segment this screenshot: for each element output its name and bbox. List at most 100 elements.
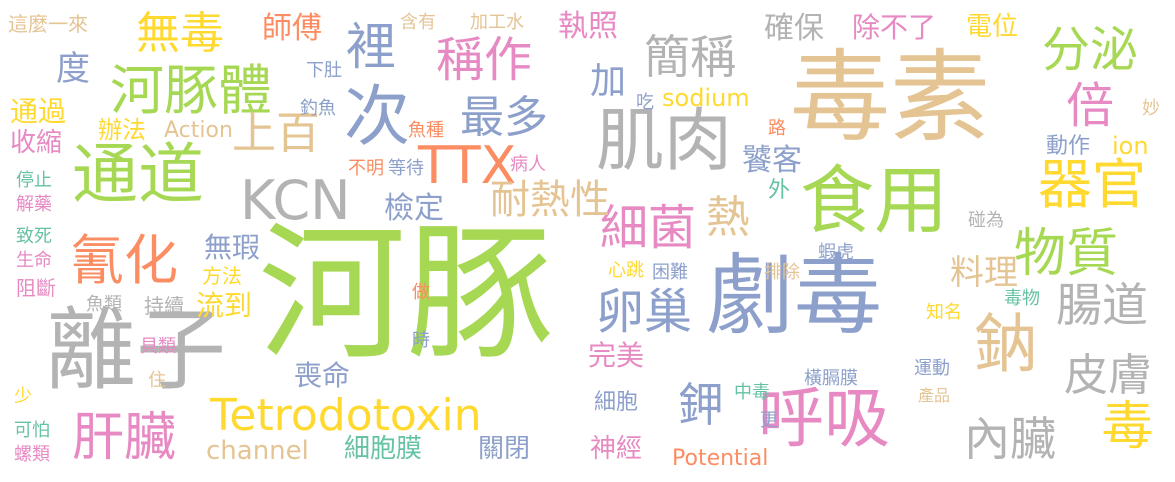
word-喪命: 喪命: [294, 359, 351, 392]
word-上百: 上百: [232, 108, 320, 159]
word-辦法: 辦法: [98, 116, 146, 144]
word-外: 外: [768, 178, 791, 203]
word-知名: 知名: [926, 302, 962, 323]
word-等待: 等待: [388, 158, 424, 179]
word-螺類: 螺類: [14, 444, 50, 465]
word-channel: channel: [206, 436, 309, 466]
word-TTX: TTX: [418, 136, 517, 196]
word-下肚: 下肚: [306, 60, 342, 81]
word-執照: 執照: [558, 9, 618, 44]
word-路: 路: [768, 118, 786, 139]
word-加工水: 加工水: [470, 12, 524, 33]
word-皮膚: 皮膚: [1064, 350, 1152, 401]
word-劇毒: 劇毒: [706, 244, 883, 347]
word-饕客: 饕客: [742, 143, 802, 178]
word-解藥: 解藥: [16, 194, 52, 215]
word-肌肉: 肌肉: [596, 102, 733, 181]
word-致死: 致死: [16, 226, 52, 247]
word-電位: 電位: [966, 12, 1019, 42]
word-河豚體: 河豚體: [110, 59, 272, 122]
word-除不了: 除不了: [852, 11, 937, 44]
word-收縮: 收縮: [10, 128, 63, 158]
word-食用: 食用: [800, 158, 948, 244]
word-料理: 料理: [950, 253, 1018, 293]
word-阻斷: 阻斷: [16, 276, 56, 300]
word-氰化: 氰化: [70, 229, 178, 292]
word-度: 度: [56, 49, 90, 89]
word-吃: 吃: [636, 92, 654, 113]
word-產品: 產品: [918, 386, 951, 405]
word-困難: 困難: [652, 262, 688, 283]
word-運動: 運動: [914, 358, 950, 379]
word-內臟: 內臟: [964, 412, 1056, 466]
word-最多: 最多: [460, 92, 548, 143]
word-熱: 熱: [706, 192, 750, 243]
word-Potential: Potential: [672, 446, 769, 471]
word-持續: 持續: [144, 294, 184, 318]
word-心跳: 心跳: [608, 260, 644, 281]
word-住: 住: [148, 370, 166, 391]
word-加: 加: [590, 61, 627, 102]
word-毒: 毒: [1092, 398, 1152, 451]
word-KCN: KCN: [240, 169, 351, 232]
word-細胞: 細胞: [594, 390, 639, 415]
word-碰為: 碰為: [968, 210, 1004, 231]
word-完美: 完美: [588, 339, 645, 372]
word-毒素: 毒素: [790, 39, 990, 156]
word-這麼一來: 這麼一來: [8, 12, 88, 36]
word-Tetrodotoxin: Tetrodotoxin: [210, 390, 482, 441]
word-通過: 通過: [10, 95, 67, 128]
word-Action: Action: [164, 118, 233, 143]
word-無瑕: 無瑕: [204, 231, 261, 264]
word-流到: 流到: [196, 289, 253, 322]
word-無毒: 無毒: [136, 8, 224, 59]
word-生命: 生命: [16, 250, 52, 271]
word-sodium: sodium: [662, 84, 750, 112]
word-時: 時: [412, 330, 430, 351]
word-肝臟: 肝臟: [72, 408, 177, 468]
word-簡稱: 簡稱: [644, 30, 736, 84]
word-少: 少: [14, 386, 32, 407]
word-更: 更: [760, 410, 778, 431]
word-蝦虎: 蝦虎: [818, 242, 854, 263]
word-關閉: 關閉: [478, 434, 531, 464]
word-卵巢: 卵巢: [596, 284, 693, 340]
word-師傅: 師傅: [262, 11, 322, 46]
word-次: 次: [344, 78, 410, 155]
word-器官: 器官: [1038, 153, 1146, 216]
word-不明: 不明: [348, 158, 384, 179]
word-腸道: 腸道: [1056, 278, 1148, 332]
word-鈉: 鈉: [963, 310, 1037, 375]
word-方法: 方法: [202, 264, 242, 288]
word-確保: 確保: [764, 11, 824, 46]
word-分泌: 分泌: [1042, 22, 1139, 78]
word-釣魚: 釣魚: [300, 98, 336, 119]
word-倍: 倍: [1066, 78, 1115, 134]
word-細胞膜: 細胞膜: [344, 434, 423, 464]
word-魚種: 魚種: [408, 120, 444, 141]
word-可怕: 可怕: [14, 420, 50, 441]
word-耐熱性: 耐熱性: [490, 177, 610, 223]
word-裡: 裡: [346, 18, 396, 76]
word-呼吸: 呼吸: [758, 380, 890, 457]
word-中毒: 中毒: [734, 382, 770, 403]
word-神經: 神經: [590, 434, 643, 464]
word-貝類: 貝類: [140, 336, 176, 357]
word-物質: 物質: [1014, 224, 1119, 284]
word-細菌: 細菌: [600, 200, 697, 256]
word-魚類: 魚類: [86, 294, 122, 315]
word-河豚: 河豚: [258, 208, 554, 380]
word-做: 做: [412, 282, 430, 303]
word-含有: 含有: [400, 12, 436, 33]
word-離子: 離子: [46, 298, 226, 403]
word-病人: 病人: [510, 154, 546, 175]
word-檢定: 檢定: [384, 191, 444, 226]
word-動作: 動作: [1046, 134, 1091, 159]
word-停止: 停止: [16, 170, 52, 191]
word-毒物: 毒物: [1004, 288, 1040, 309]
word-橫膈膜: 橫膈膜: [804, 368, 858, 389]
word-通道: 通道: [72, 136, 204, 213]
word-稱作: 稱作: [436, 32, 533, 88]
word-鉀: 鉀: [678, 378, 724, 432]
